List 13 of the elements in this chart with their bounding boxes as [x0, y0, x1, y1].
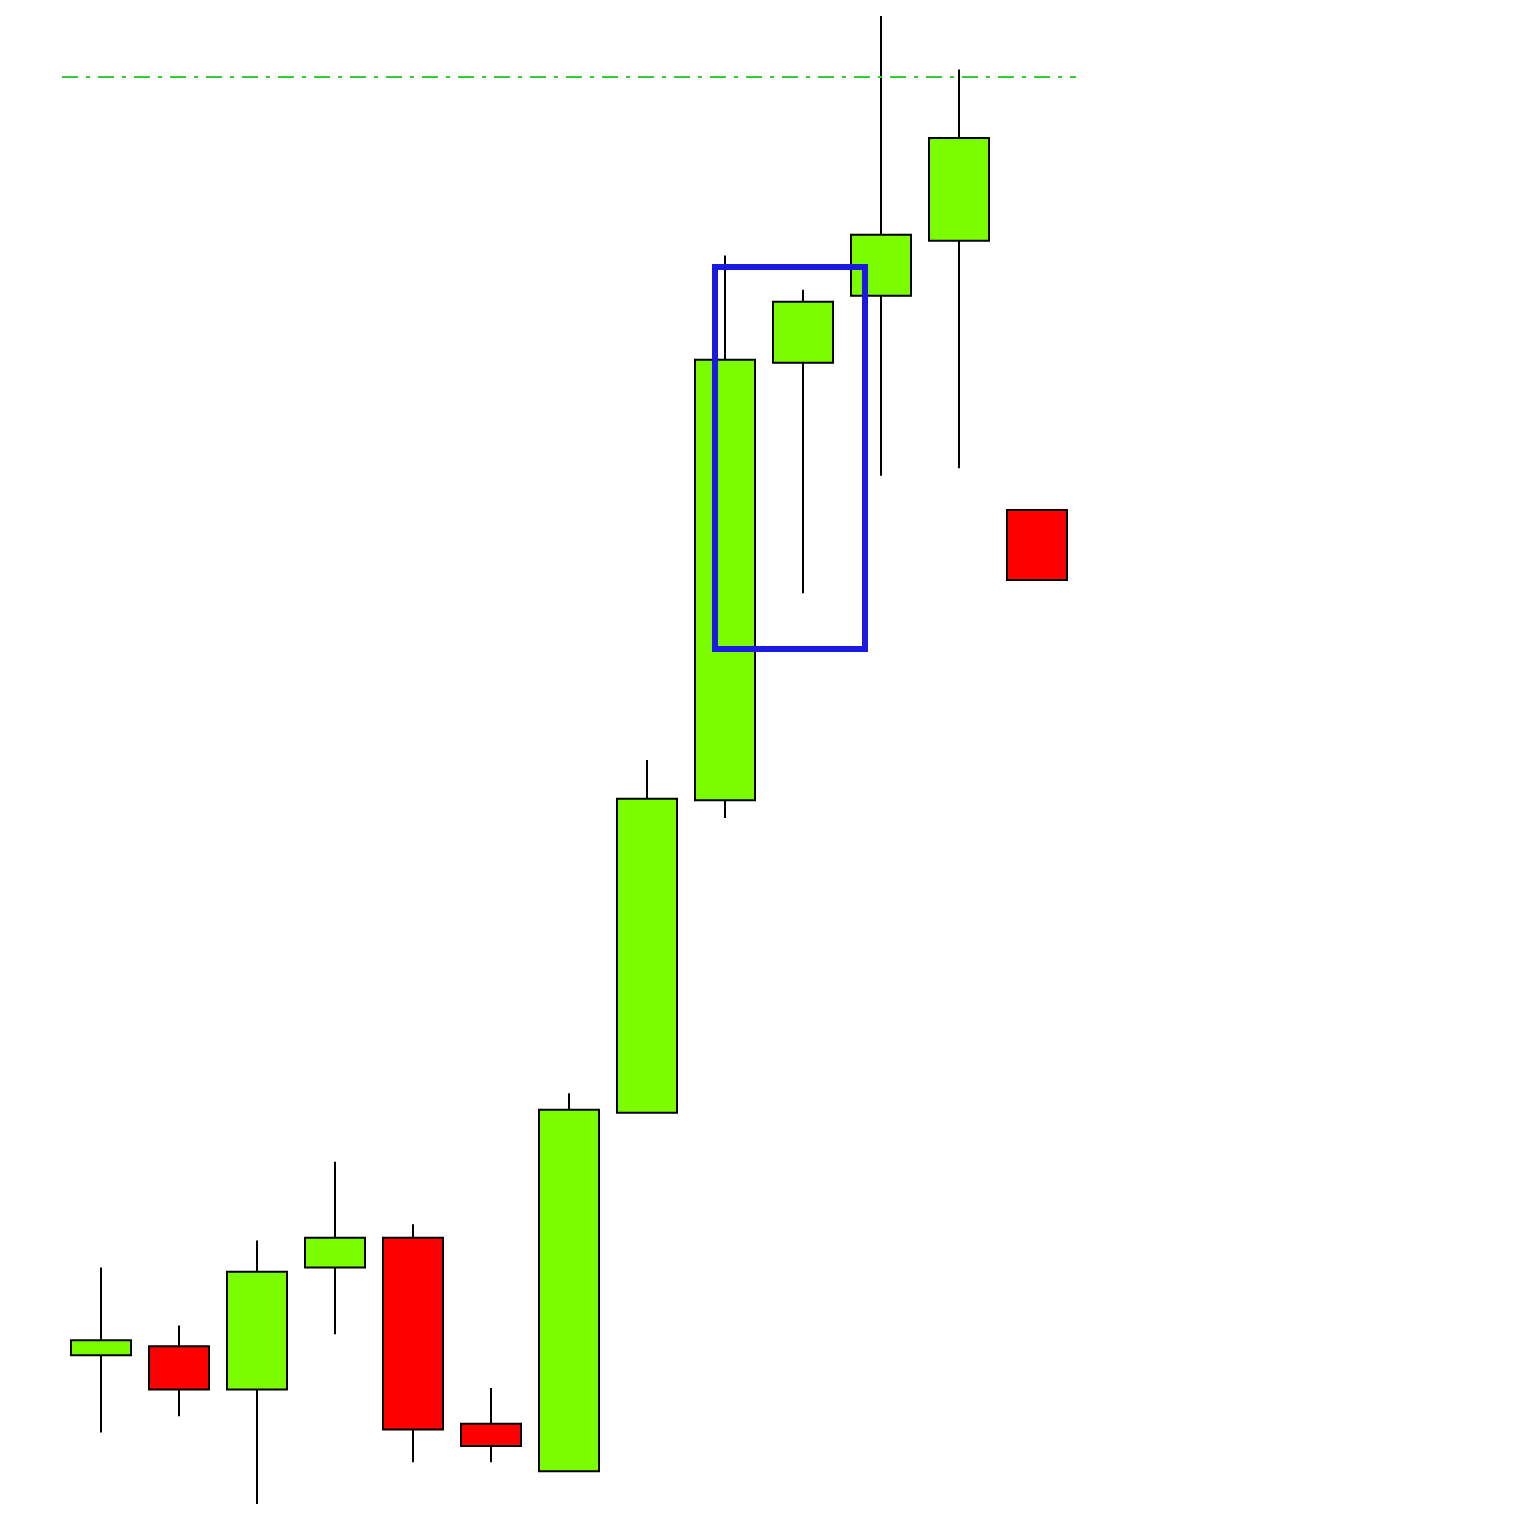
candlestick — [1006, 509, 1068, 581]
candlestick — [694, 254, 756, 820]
candlestick — [226, 1239, 288, 1505]
candlestick — [460, 1386, 522, 1464]
candlestick — [382, 1223, 444, 1464]
candlestick — [70, 1266, 132, 1434]
candlestick — [772, 288, 834, 595]
candlestick — [928, 68, 990, 470]
candlestick — [616, 759, 678, 1114]
candlestick — [850, 15, 912, 477]
candlestick — [148, 1324, 210, 1418]
candlestick — [304, 1160, 366, 1336]
candlestick — [538, 1092, 600, 1473]
